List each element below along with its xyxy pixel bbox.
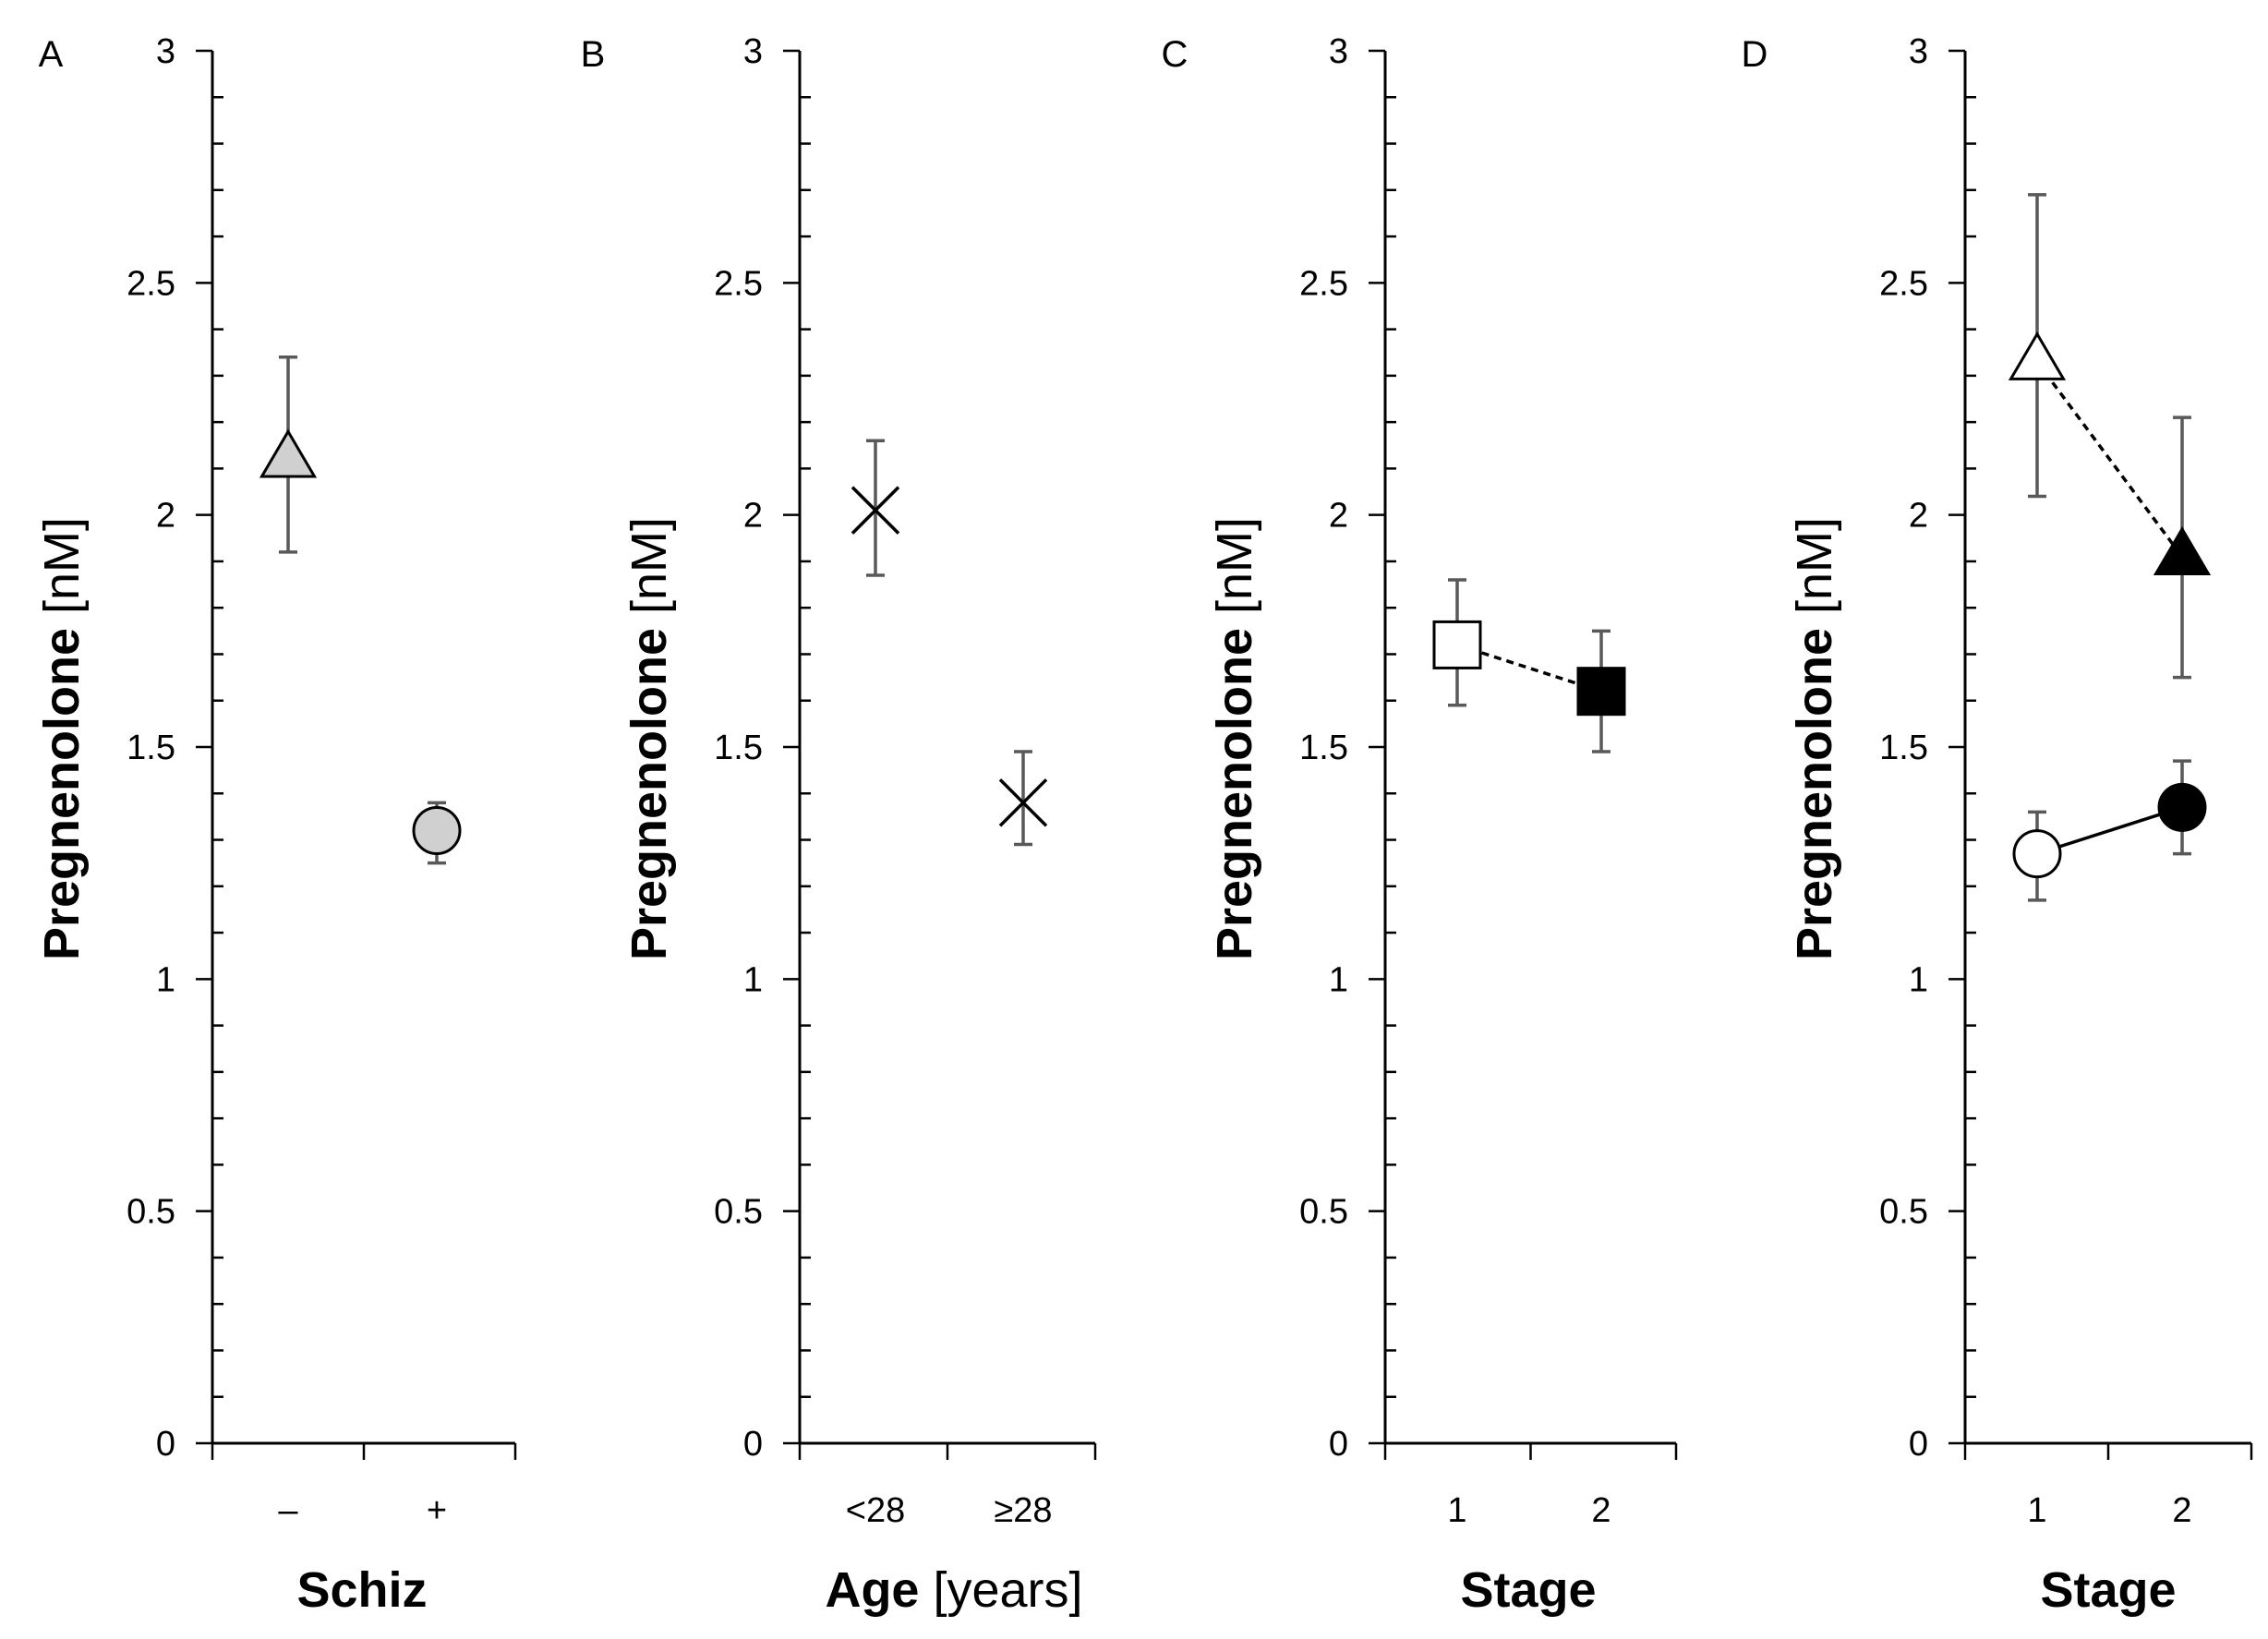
square-marker — [1576, 667, 1626, 717]
y-tick-label: 1.5 — [714, 729, 763, 767]
series-schiz-negative — [259, 356, 318, 554]
y-tick-label: 2 — [1909, 497, 1928, 536]
series-stage-triangles — [2008, 193, 2212, 680]
y-tick-label: 3 — [156, 32, 175, 71]
x-tick-label: ≥28 — [994, 1491, 1052, 1530]
y-tick-label: 3 — [743, 32, 763, 71]
x-axis-title-main: Stage — [2040, 1562, 2176, 1618]
y-tick-label: 0 — [1909, 1425, 1928, 1464]
y-tick-label: 1 — [743, 960, 763, 999]
x-axis-title-unit: [years] — [919, 1562, 1082, 1618]
series-stage-squares — [1432, 578, 1626, 753]
x-marker-stroke — [850, 486, 900, 535]
series-line — [2036, 805, 2183, 856]
series-line — [2035, 360, 2184, 558]
panel-c: C 0 0.5 1 1.5 2 2.5 3 1 2 Stage Pregnenolone [nM] — [1162, 32, 1678, 1618]
y-axis-title: Pregnenolone [nM] — [621, 517, 677, 960]
x-tick-label: 1 — [1447, 1491, 1466, 1530]
triangle-marker — [2008, 331, 2067, 380]
panel-letter: C — [1162, 34, 1188, 75]
y-axis-title-unit: [nM] — [34, 517, 90, 628]
triangle-marker — [259, 428, 318, 478]
circle-marker — [412, 805, 462, 855]
x-axis-title-main: Schiz — [296, 1562, 427, 1618]
y-tick-label: 1 — [1909, 960, 1928, 999]
panel-b: B 0 0.5 1 1.5 2 2.5 3 <28 ≥28 Age [years] Pregnenol… — [581, 32, 1097, 1618]
y-tick-label: 0.5 — [1299, 1193, 1348, 1232]
y-axis-title-unit: [nM] — [1207, 517, 1262, 628]
y-axis-title-main: Pregnenolone — [621, 628, 677, 960]
y-tick-label: 2 — [743, 497, 763, 536]
x-axis-title: Schiz — [296, 1562, 427, 1618]
y-tick-label: 2 — [156, 497, 175, 536]
y-tick-label: 0 — [156, 1425, 175, 1464]
y-tick-label: 2.5 — [1299, 264, 1348, 303]
x-marker — [998, 778, 1048, 827]
y-axis-title: Pregnenolone [nM] — [34, 517, 90, 960]
series-stage-circles — [2012, 759, 2207, 902]
y-tick-label: 0 — [1329, 1425, 1348, 1464]
x-tick-label: 1 — [2027, 1491, 2046, 1530]
panel-d: D 0 0.5 1 1.5 2 2.5 3 1 2 Stage Pregnenolone [nM] — [1742, 32, 2253, 1618]
y-axis-title-unit: [nM] — [1787, 517, 1842, 628]
x-marker-stroke — [998, 778, 1048, 827]
y-tick-label: 2 — [1329, 497, 1348, 536]
panel-letter: A — [39, 34, 64, 75]
y-tick-label: 1.5 — [1299, 729, 1348, 767]
x-axis-title: Stage — [1460, 1562, 1596, 1618]
y-tick-label: 1.5 — [1879, 729, 1928, 767]
y-axis-title-main: Pregnenolone — [34, 628, 90, 960]
square-marker — [1432, 620, 1482, 669]
circle-marker — [2157, 782, 2207, 832]
y-tick-label: 1 — [156, 960, 175, 999]
panel-a: A 0 0.5 1 1.5 2 2.5 3 – +Schiz Pregnenolone [nM] — [34, 32, 517, 1618]
y-tick-label: 0 — [743, 1425, 763, 1464]
y-tick-label: 2.5 — [714, 264, 763, 303]
series-age-28-plus — [998, 750, 1048, 847]
y-tick-label: 3 — [1329, 32, 1348, 71]
x-axis-title-main: Age — [825, 1562, 919, 1618]
x-tick-label: 2 — [1591, 1491, 1611, 1530]
x-marker — [850, 486, 900, 535]
y-tick-label: 0.5 — [1879, 1193, 1928, 1232]
y-axis-title: Pregnenolone [nM] — [1207, 517, 1262, 960]
panel-letter: B — [581, 34, 606, 75]
y-tick-label: 1.5 — [127, 729, 175, 767]
y-axis-title: Pregnenolone [nM] — [1787, 517, 1842, 960]
panel-letter: D — [1742, 34, 1768, 75]
x-axis-title: Age [years] — [825, 1562, 1082, 1618]
y-axis-title-main: Pregnenolone — [1207, 628, 1262, 960]
triangle-marker — [2153, 525, 2212, 576]
x-tick-label: 2 — [2172, 1491, 2191, 1530]
circle-marker — [2012, 829, 2062, 879]
y-axis-title-unit: [nM] — [621, 517, 677, 628]
y-tick-label: 0.5 — [714, 1193, 763, 1232]
series-age-under-28 — [850, 439, 900, 577]
x-tick-label: <28 — [846, 1491, 905, 1530]
x-axis-title-main: Stage — [1460, 1562, 1596, 1618]
x-tick-label: + — [427, 1491, 447, 1530]
y-axis-title-main: Pregnenolone — [1787, 628, 1842, 960]
series-schiz-positive — [412, 801, 462, 865]
y-tick-label: 1 — [1329, 960, 1348, 999]
y-tick-label: 3 — [1909, 32, 1928, 71]
x-tick-label: – — [278, 1491, 298, 1530]
y-tick-label: 2.5 — [1879, 264, 1928, 303]
x-axis-title: Stage — [2040, 1562, 2176, 1618]
y-tick-label: 0.5 — [127, 1193, 175, 1232]
y-tick-label: 2.5 — [127, 264, 175, 303]
